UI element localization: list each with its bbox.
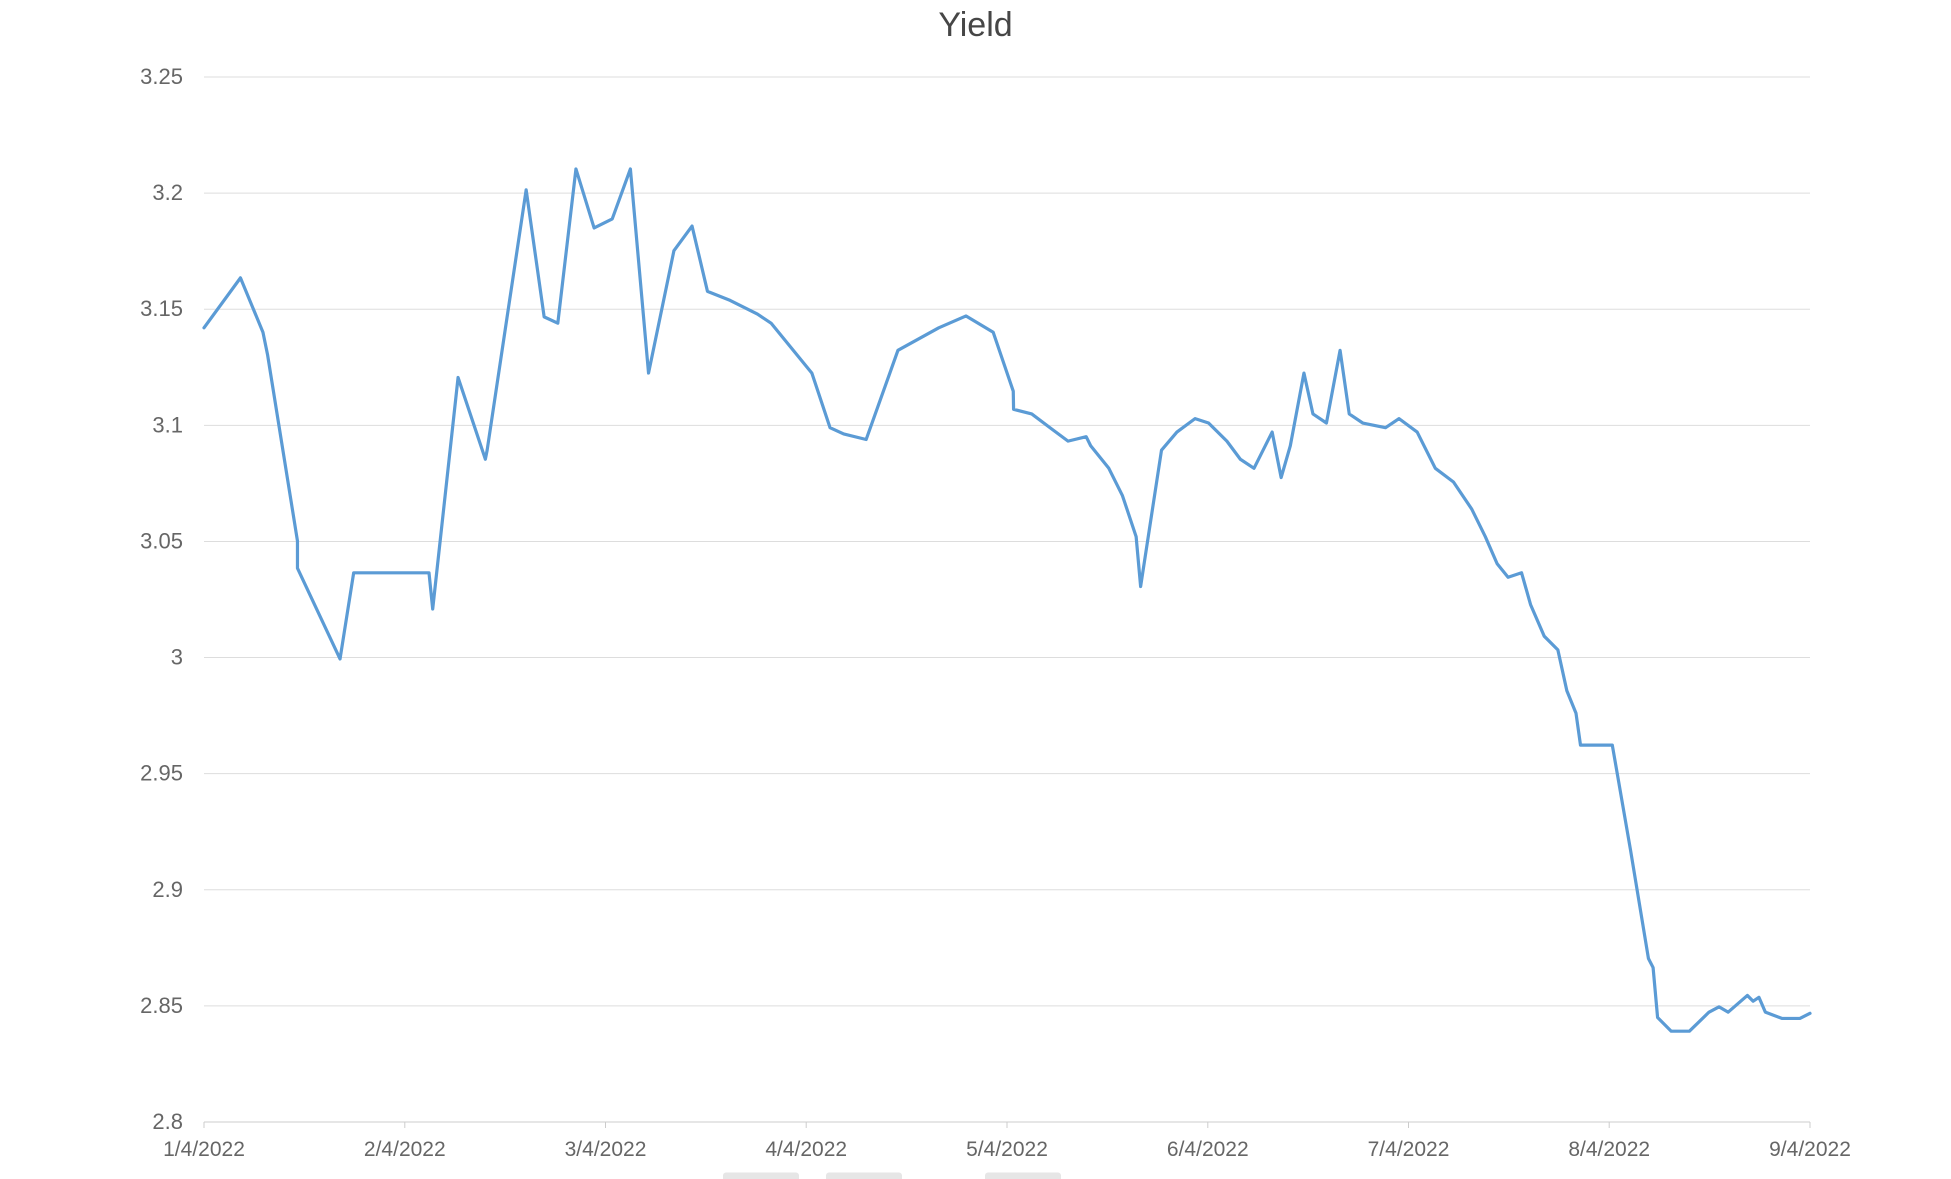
svg-text:3: 3 <box>171 645 183 670</box>
svg-text:3.2: 3.2 <box>152 180 183 205</box>
svg-text:2/4/2022: 2/4/2022 <box>364 1138 446 1161</box>
svg-text:3/4/2022: 3/4/2022 <box>565 1138 647 1161</box>
svg-text:3.1: 3.1 <box>152 412 183 437</box>
svg-text:3.05: 3.05 <box>140 528 183 553</box>
svg-text:3.15: 3.15 <box>140 296 183 321</box>
svg-text:2.85: 2.85 <box>140 993 183 1018</box>
svg-text:6/4/2022: 6/4/2022 <box>1167 1138 1249 1161</box>
svg-text:2.95: 2.95 <box>140 761 183 786</box>
svg-text:8/4/2022: 8/4/2022 <box>1568 1138 1650 1161</box>
svg-text:7/4/2022: 7/4/2022 <box>1368 1138 1450 1161</box>
svg-text:1/4/2022: 1/4/2022 <box>163 1138 245 1161</box>
svg-text:9/4/2022: 9/4/2022 <box>1769 1138 1851 1161</box>
svg-text:2.9: 2.9 <box>152 877 183 902</box>
svg-text:4/4/2022: 4/4/2022 <box>765 1138 847 1161</box>
svg-text:3.25: 3.25 <box>140 64 183 89</box>
svg-text:2.8: 2.8 <box>152 1109 183 1134</box>
svg-text:5/4/2022: 5/4/2022 <box>966 1138 1048 1161</box>
